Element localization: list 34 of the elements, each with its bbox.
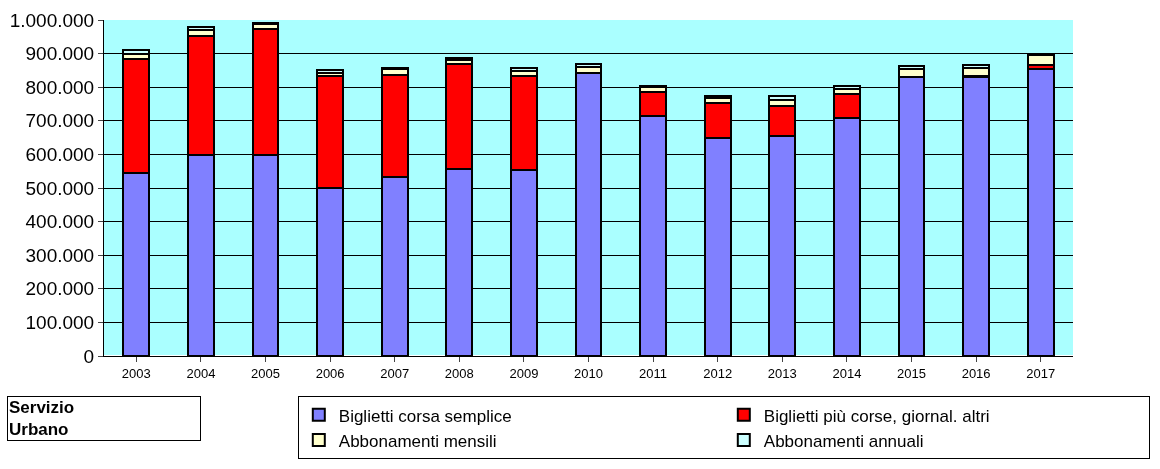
x-tick-label: 2017 bbox=[1026, 365, 1056, 381]
text: Servizio Urbano bbox=[9, 398, 75, 440]
x-tick-label: 2008 bbox=[444, 365, 474, 381]
y-tick-label: 100.000 bbox=[25, 312, 95, 334]
x-tick-label: 2011 bbox=[639, 365, 668, 381]
y-tick-label: 800.000 bbox=[25, 76, 95, 98]
y-tick-label: 200.000 bbox=[25, 278, 95, 300]
legend-label: Abbonamenti mensili bbox=[338, 431, 497, 451]
x-tick-label: 2004 bbox=[186, 365, 216, 381]
x-tick-label: 2016 bbox=[961, 365, 991, 381]
y-tick-label: 400.000 bbox=[25, 211, 95, 233]
x-tick-label: 2003 bbox=[121, 365, 151, 381]
y-tick-label: 900.000 bbox=[25, 43, 95, 65]
y-tick-label: 500.000 bbox=[25, 177, 95, 199]
y-tick-label: 1.000.000 bbox=[9, 9, 95, 31]
y-tick-label: 0 bbox=[83, 345, 95, 367]
x-tick-label: 2005 bbox=[251, 365, 280, 381]
x-tick-label: 2006 bbox=[315, 365, 345, 381]
legend-label: Biglietti corsa semplice bbox=[338, 406, 512, 426]
x-tick-label: 2012 bbox=[703, 365, 733, 381]
x-tick-label: 2007 bbox=[380, 365, 410, 381]
x-tick-label: 2010 bbox=[574, 365, 603, 381]
y-tick-label: 700.000 bbox=[25, 110, 95, 132]
y-tick-label: 600.000 bbox=[25, 144, 95, 166]
x-tick-label: 2009 bbox=[509, 365, 539, 381]
bar bbox=[316, 69, 345, 74]
legend-label: Biglietti più corse, giornal. altri bbox=[763, 406, 990, 426]
x-tick-label: 2014 bbox=[832, 365, 862, 381]
legend-label: Abbonamenti annuali bbox=[763, 431, 924, 451]
x-tick-label: 2013 bbox=[767, 365, 797, 381]
bar bbox=[509, 67, 538, 73]
x-tick-label: 2015 bbox=[897, 365, 926, 381]
bar bbox=[703, 95, 732, 100]
y-tick-label: 300.000 bbox=[25, 244, 95, 266]
